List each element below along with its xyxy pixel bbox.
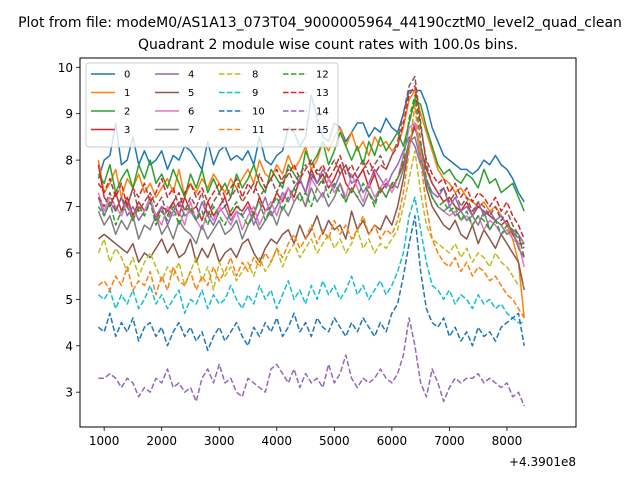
legend-label-15: 15 (316, 125, 329, 136)
series-line-7 (97, 136, 525, 258)
legend-label-9: 9 (252, 88, 258, 99)
legend-label-5: 5 (188, 88, 194, 99)
legend-label-6: 6 (188, 107, 194, 118)
series-line-8 (97, 150, 525, 291)
legend-label-11: 11 (252, 125, 265, 136)
series-line-4 (97, 136, 525, 245)
series-line-14 (98, 317, 525, 407)
chart-suptitle: Plot from file: modeM0/AS1A13_073T04_900… (18, 15, 622, 31)
series-line-9 (97, 196, 525, 324)
plot-frame (79, 57, 577, 428)
series-line-13 (97, 85, 525, 240)
legend-label-3: 3 (124, 125, 130, 136)
y-tick-label: 9 (65, 107, 73, 121)
x-tick-label: 3000 (204, 434, 235, 448)
series-line-2 (97, 99, 525, 212)
chart-title: Quadrant 2 module wise count rates with … (138, 37, 518, 53)
y-tick-label: 10 (58, 61, 73, 75)
series-group (97, 75, 525, 407)
x-tick-label: 4000 (262, 434, 293, 448)
x-tick-label: 5000 (319, 434, 350, 448)
y-tick-label: 7 (65, 200, 73, 214)
x-tick-label: 8000 (492, 434, 523, 448)
x-tick-label: 6000 (377, 434, 408, 448)
legend-label-8: 8 (252, 70, 258, 81)
y-axis: 3 4 5 6 7 8 9 10 (58, 61, 80, 400)
legend-label-1: 1 (124, 88, 130, 99)
series-line-10 (97, 215, 525, 352)
legend-box (85, 62, 339, 148)
legend-label-4: 4 (188, 70, 194, 81)
y-tick-label: 4 (65, 339, 73, 353)
legend-label-10: 10 (252, 107, 265, 118)
series-line-11 (97, 103, 525, 319)
x-offset-label: +4.3901e8 (509, 455, 576, 469)
legend-label-12: 12 (316, 70, 329, 81)
legend-label-14: 14 (316, 107, 329, 118)
y-tick-label: 6 (65, 246, 73, 260)
y-tick-label: 3 (65, 386, 73, 400)
series-line-5 (97, 122, 525, 291)
x-tick-label: 7000 (434, 434, 465, 448)
legend-label-13: 13 (316, 88, 329, 99)
y-tick-label: 8 (65, 154, 73, 168)
plot-area (79, 57, 577, 428)
legend-label-7: 7 (188, 125, 194, 136)
series-line-3 (97, 126, 525, 245)
x-tick-label: 2000 (146, 434, 177, 448)
legend-label-0: 0 (124, 70, 130, 81)
series-line-15 (97, 75, 525, 258)
series-line-12 (97, 94, 525, 249)
legend-label-2: 2 (124, 107, 130, 118)
x-tick-label: 1000 (89, 434, 120, 448)
y-tick-label: 5 (65, 293, 73, 307)
x-axis: 1000 2000 3000 4000 5000 6000 7000 8000 (89, 427, 522, 448)
